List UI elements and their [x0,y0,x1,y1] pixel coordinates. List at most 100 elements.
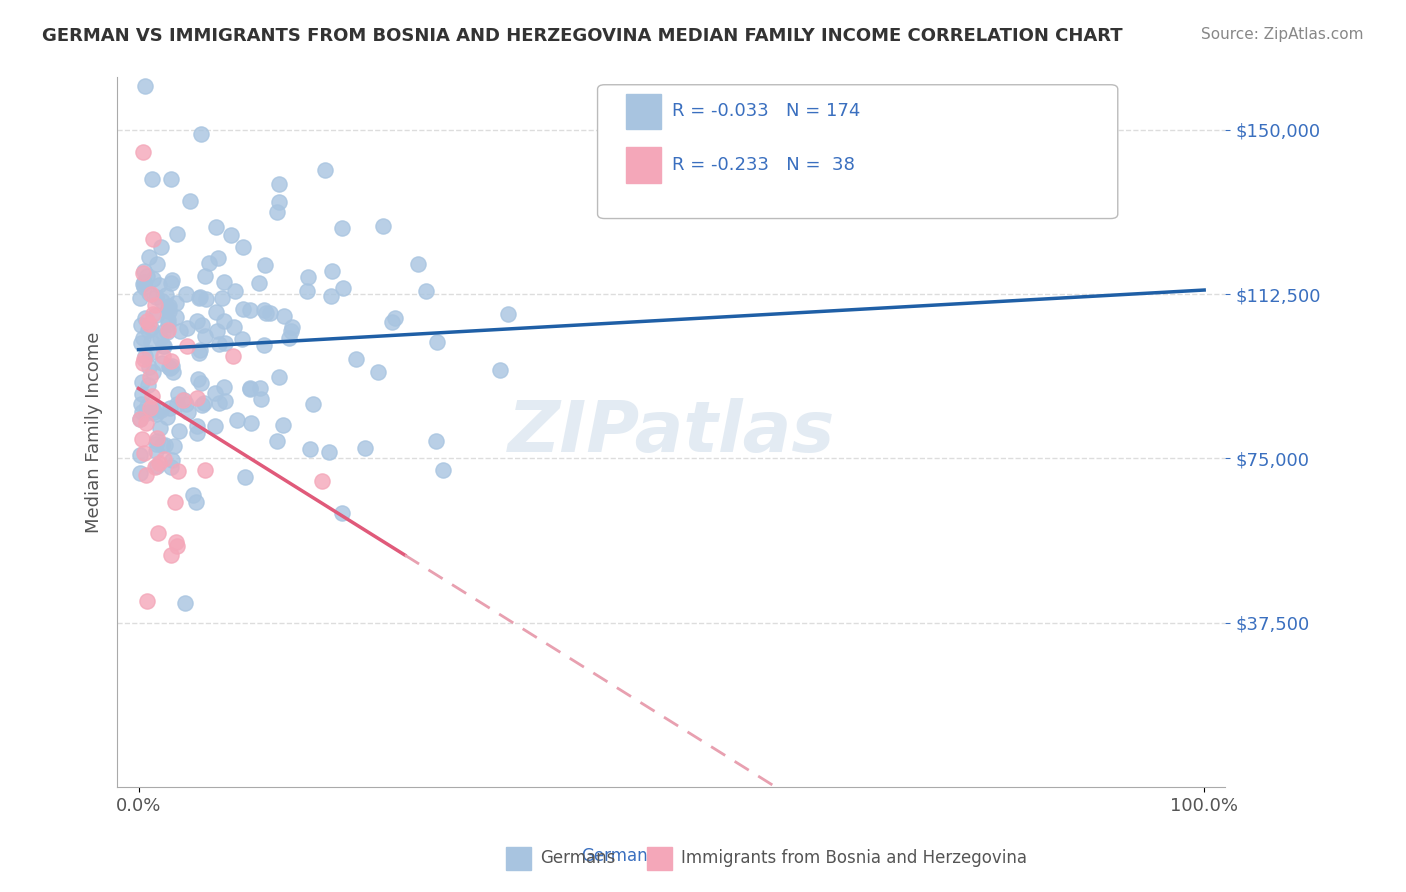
Point [205,219,228,234]
Point [177,405,200,419]
Point [194,293,217,307]
Text: Immigrants from Bosnia and Herzegovina: Immigrants from Bosnia and Herzegovina [681,849,1026,867]
Point [222,349,245,363]
Point [302,397,325,411]
Point [134,446,156,460]
Point [266,205,288,219]
Point [212,275,235,289]
Point [143,404,166,418]
Point [131,277,153,292]
Point [295,284,318,298]
Point [150,293,173,308]
Point [225,413,247,427]
Point [253,302,276,317]
Point [278,331,301,345]
Point [415,284,437,298]
Point [165,310,187,325]
Point [318,445,340,459]
Point [139,370,162,384]
Point [146,525,169,540]
Point [254,305,277,319]
Point [190,376,212,390]
Point [134,311,156,326]
Text: Germans: Germans [540,849,616,867]
Point [129,466,152,480]
Point [181,488,204,502]
Point [136,313,159,327]
Point [159,299,181,313]
Point [149,331,172,345]
Point [132,279,155,293]
Point [149,240,172,254]
Point [138,359,160,374]
Point [239,382,262,396]
Point [267,177,290,191]
Point [159,401,181,416]
Point [169,324,191,338]
Point [160,548,183,562]
Point [269,194,291,209]
Point [131,386,153,401]
Point [138,377,160,392]
Point [132,145,155,159]
Y-axis label: Median Family Income: Median Family Income [86,332,103,533]
Point [219,227,242,242]
Point [224,284,246,298]
Point [156,409,179,424]
Point [208,336,231,351]
Point [321,264,343,278]
Point [233,470,256,484]
Point [156,313,179,327]
Point [194,269,217,284]
Point [204,418,226,433]
Text: ZIPatlas: ZIPatlas [508,398,835,467]
Point [159,359,181,374]
Point [139,287,162,301]
Point [129,397,152,411]
Point [344,352,367,367]
Point [214,335,236,350]
Point [173,596,195,610]
Point [135,468,157,483]
Point [156,323,179,337]
Point [145,444,167,458]
Point [188,292,211,306]
Point [190,398,212,412]
Point [162,365,184,379]
Text: GERMAN VS IMMIGRANTS FROM BOSNIA AND HERZEGOVINA MEDIAN FAMILY INCOME CORRELATIO: GERMAN VS IMMIGRANTS FROM BOSNIA AND HER… [42,27,1123,45]
Point [353,442,375,456]
Point [231,333,253,347]
Point [134,349,156,363]
Point [138,250,160,264]
Point [173,392,195,407]
Point [138,317,160,331]
Point [145,308,167,322]
Point [136,323,159,337]
Point [132,266,155,280]
Point [212,379,235,393]
Point [160,277,183,291]
Point [129,291,152,305]
Point [193,396,215,410]
Point [188,290,211,304]
Point [135,406,157,420]
Point [281,320,304,334]
Point [190,127,212,141]
Point [142,232,165,246]
Point [132,351,155,366]
Point [191,318,214,332]
Point [166,227,188,241]
Point [298,442,321,456]
Point [134,263,156,277]
Point [141,171,163,186]
Point [132,330,155,344]
Point [269,370,291,384]
Point [145,437,167,451]
Point [160,453,183,467]
Text: R = -0.233   N =  38: R = -0.233 N = 38 [672,156,855,174]
Point [146,459,169,474]
Point [150,357,173,371]
Point [128,448,150,462]
Point [186,392,208,406]
Point [249,392,271,407]
